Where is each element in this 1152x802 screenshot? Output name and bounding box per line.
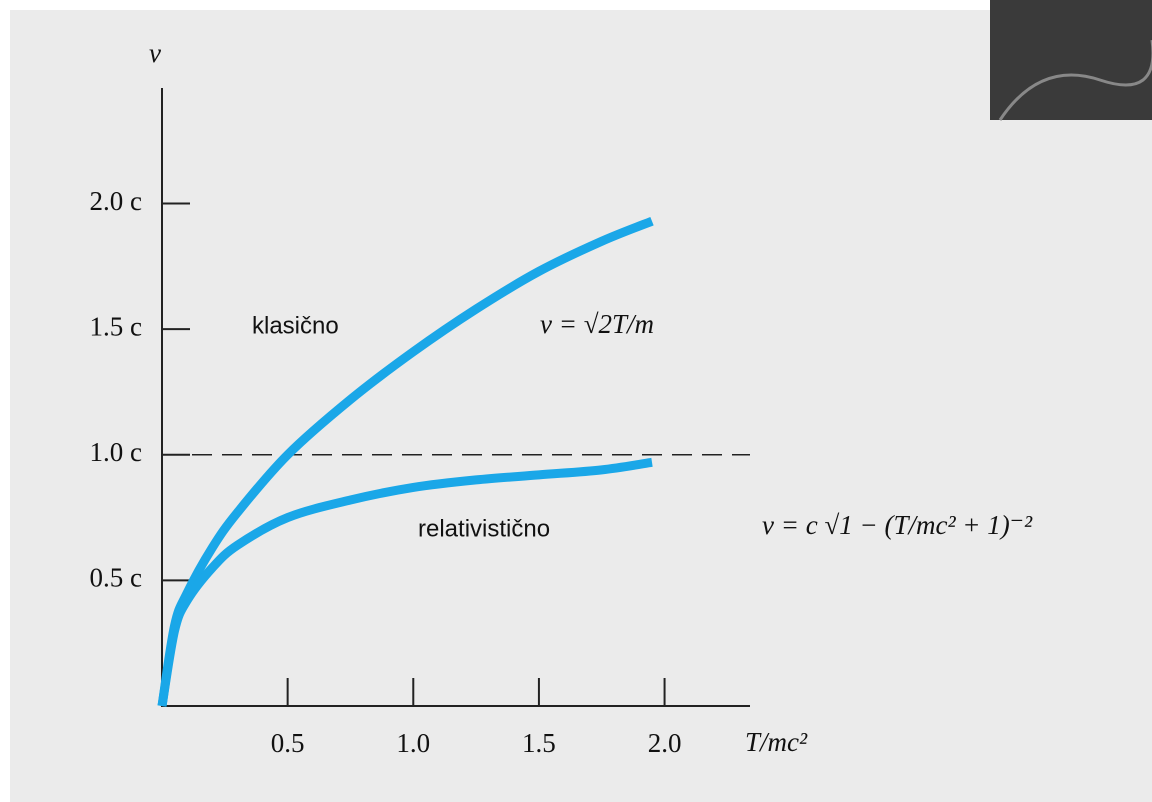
y-tick-label: 0.5 c — [90, 563, 143, 593]
chart-background — [10, 10, 1152, 802]
series-label: klasično — [252, 312, 339, 339]
photo-detail — [998, 40, 1152, 121]
y-tick-label: 1.0 c — [90, 437, 143, 467]
x-tick-label: 2.0 — [648, 728, 682, 758]
y-tick-label: 2.0 c — [90, 186, 143, 216]
x-axis-label: T/mc² — [745, 727, 808, 757]
x-tick-label: 0.5 — [271, 728, 305, 758]
formula: v = c √1 − (T/mc² + 1)⁻² — [762, 510, 1033, 540]
x-tick-label: 1.0 — [396, 728, 430, 758]
y-tick-label: 1.5 c — [90, 311, 143, 341]
x-tick-label: 1.5 — [522, 728, 556, 758]
formula: v = √2T/m — [540, 309, 654, 339]
series-label: relativistično — [418, 515, 550, 542]
y-axis-label: v — [149, 38, 161, 68]
series-line — [157, 457, 653, 707]
